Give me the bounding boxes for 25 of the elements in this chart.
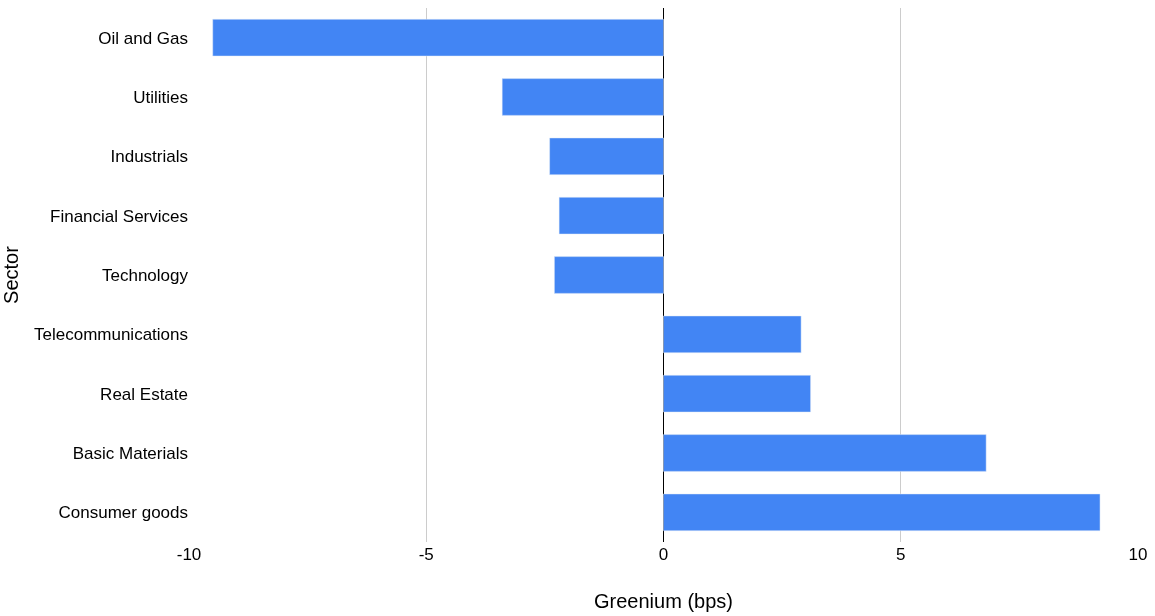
x-tick-label: 10 — [1128, 545, 1148, 564]
x-tick-label: -10 — [176, 545, 202, 564]
y-tick-label: Consumer goods — [58, 503, 188, 523]
y-tick-label: Utilities — [133, 87, 188, 107]
y-tick-label: Financial Services — [50, 206, 188, 226]
bar — [501, 78, 664, 116]
y-tick-label: Technology — [101, 265, 189, 285]
bar — [663, 375, 811, 413]
y-tick-label: Telecommunications — [33, 325, 188, 345]
x-tick-label: -5 — [418, 545, 434, 564]
x-axis-title: Greenium (bps) — [594, 589, 733, 612]
x-tick-label: 0 — [658, 545, 669, 564]
bar — [558, 197, 664, 235]
y-tick-label: Oil and Gas — [98, 28, 188, 48]
bar — [554, 256, 664, 294]
bar — [663, 434, 987, 472]
x-tick-label: 5 — [896, 545, 906, 564]
bar — [663, 315, 802, 353]
y-tick-label: Basic Materials — [72, 443, 188, 463]
bar — [663, 493, 1101, 531]
y-tick-label: Real Estate — [100, 384, 188, 404]
bar — [212, 19, 664, 57]
bar — [549, 137, 664, 175]
y-axis-title: Sector — [0, 245, 22, 304]
y-tick-label: Industrials — [110, 147, 188, 167]
